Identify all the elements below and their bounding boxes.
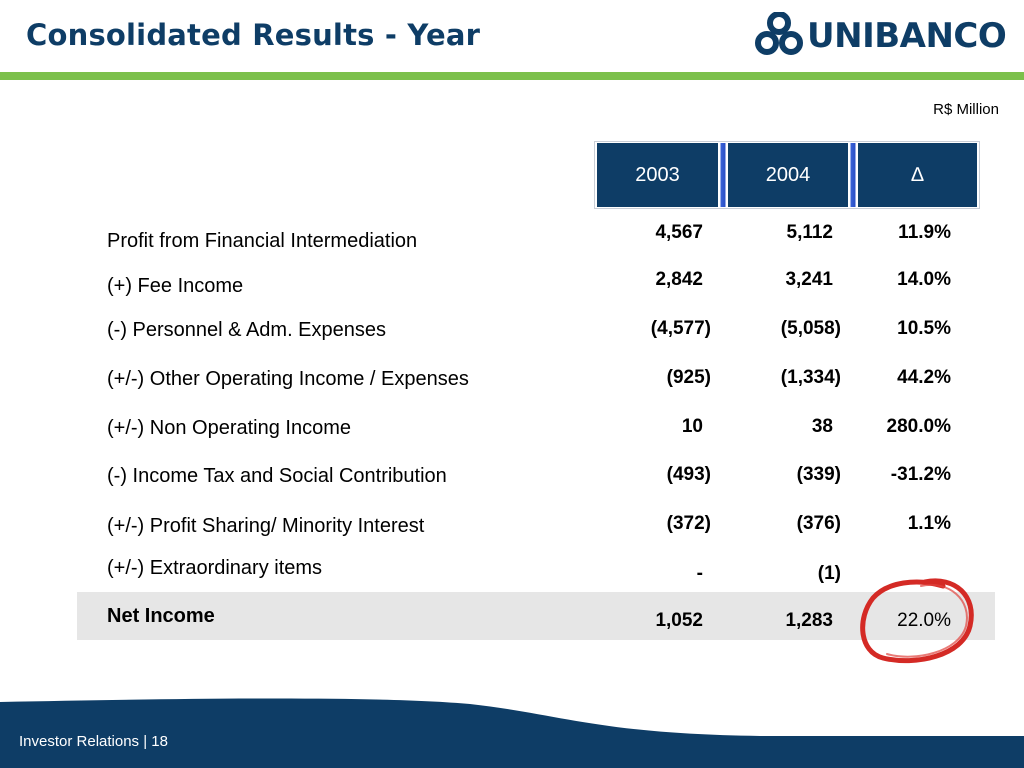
column-header-2003: 2003 [597,143,718,207]
cell-2003: 10 [681,416,703,437]
column-header-delta: ∆ [858,143,977,207]
column-separator [718,143,728,207]
cell-2003: (925) [666,367,711,388]
cell-delta: 14.0% [897,269,951,290]
cell-delta: -31.2% [890,464,951,485]
cell-delta: 44.2% [897,367,951,388]
net-income-delta: 22.0% [897,610,951,631]
row-label: (-) Income Tax and Social Contribution [107,465,447,487]
cell-2003: 4,567 [655,222,703,243]
cell-delta: 10.5% [897,318,951,339]
unibanco-logo: UNIBANCO [755,12,1017,60]
column-separator [848,143,858,207]
net-income-row [77,592,995,640]
cell-delta: 1.1% [907,513,951,534]
row-label: (+/-) Profit Sharing/ Minority Interest [107,515,425,537]
cell-2004: (1,334) [780,367,841,388]
cell-delta: 280.0% [886,416,951,437]
unit-label: R$ Million [933,101,999,118]
logo-wordmark: UNIBANCO [807,16,1007,56]
cell-2004: (339) [796,464,841,485]
cell-2004: 3,241 [785,269,833,290]
row-label: (+/-) Other Operating Income / Expenses [107,368,469,390]
header-frame [594,141,980,209]
cell-2004: (5,058) [780,318,841,339]
cell-delta: 11.9% [898,222,951,243]
column-header-2004: 2004 [728,143,848,207]
cell-2003: (4,577) [650,318,711,339]
row-label: Profit from Financial Intermediation [107,230,418,252]
net-income-label: Net Income [107,605,215,627]
page-title: Consolidated Results - Year [26,18,481,52]
header-divider [0,72,1024,80]
footer-label: Investor Relations | 18 [19,733,168,750]
cell-2004: 38 [811,416,833,437]
row-label: (+/-) Non Operating Income [107,417,351,439]
cell-2004: (376) [796,513,841,534]
unibanco-emblem-icon [755,12,803,55]
cell-2003: - [696,563,703,584]
cell-2004: 5,112 [786,222,834,243]
footer-wave [0,698,1024,768]
highlight-circle-icon [860,578,974,664]
net-income-2004: 1,283 [785,610,833,631]
row-label: (+/-) Extraordinary items [107,557,323,579]
cell-2003: (493) [666,464,711,485]
cell-2003: 2,842 [655,269,703,290]
net-income-2003: 1,052 [655,610,703,631]
cell-2004: (1) [817,563,841,584]
cell-2003: (372) [666,513,711,534]
row-label: (+) Fee Income [107,275,244,297]
row-label: (-) Personnel & Adm. Expenses [107,319,387,341]
